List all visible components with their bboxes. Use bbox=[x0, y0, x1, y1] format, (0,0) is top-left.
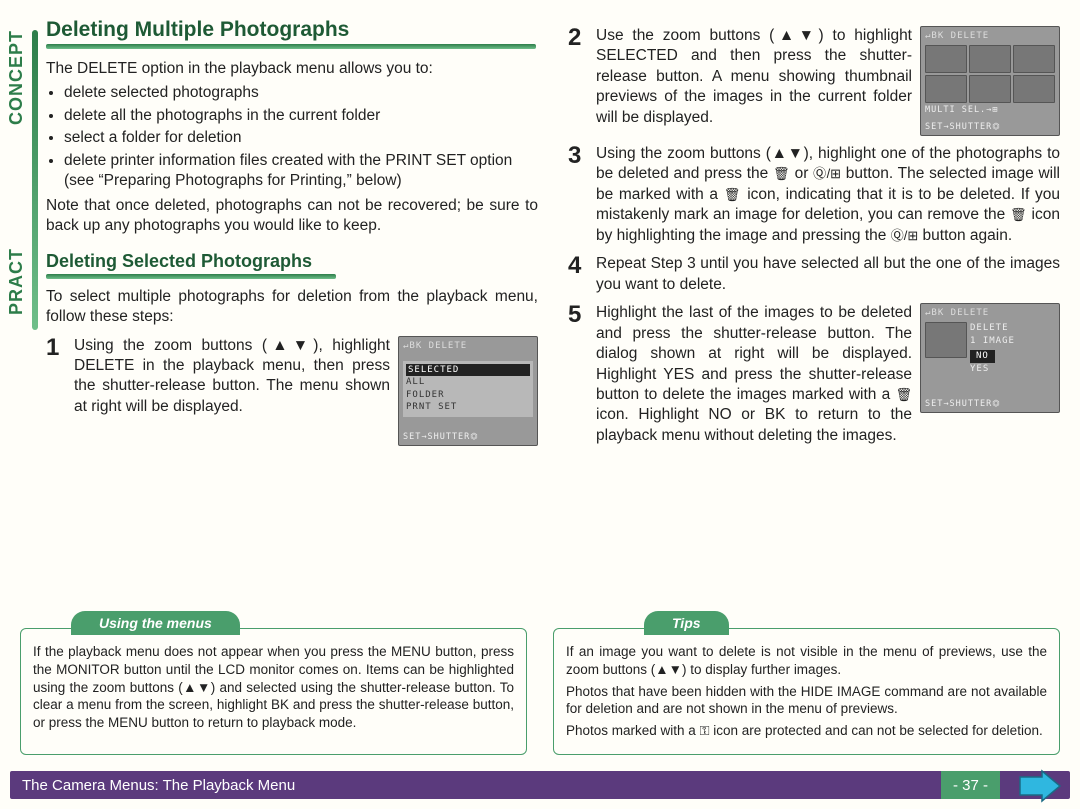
lcd-menu-list: SELECTED ALL FOLDER PRNT SET bbox=[403, 361, 533, 417]
step-1: 1 Using the zoom buttons (▲▼), highlight… bbox=[46, 336, 538, 446]
step-text: Use the zoom buttons (▲▼) to highlight S… bbox=[596, 26, 912, 128]
step-number: 2 bbox=[568, 26, 588, 50]
thumb bbox=[1013, 75, 1055, 103]
bullet-item: delete selected photographs bbox=[64, 83, 538, 103]
step-2: 2 Use the zoom buttons (▲▼) to highlight… bbox=[568, 26, 1060, 136]
text-span: button again. bbox=[918, 227, 1012, 244]
tipbox-tips: Tips If an image you want to delete is n… bbox=[553, 628, 1060, 755]
sub-intro: To select multiple photographs for delet… bbox=[46, 287, 538, 328]
tips-row: Using the menus If the playback menu doe… bbox=[20, 628, 1060, 755]
tipbox-menus: Using the menus If the playback menu doe… bbox=[20, 628, 527, 755]
lcd-row: DELETE bbox=[970, 322, 1015, 335]
step-text: Using the zoom buttons (▲▼), highlight o… bbox=[596, 144, 1060, 246]
lcd-row: FOLDER bbox=[406, 389, 530, 402]
step-number: 5 bbox=[568, 303, 588, 327]
trash-icon: 🗑 bbox=[1010, 207, 1027, 222]
lcd-row: 1 IMAGE bbox=[970, 335, 1015, 348]
step-5: 5 Highlight the last of the images to be… bbox=[568, 303, 1060, 446]
note-text: Note that once deleted, photographs can … bbox=[46, 196, 538, 237]
q-icon: Ⓠ/⊞ bbox=[813, 166, 841, 181]
step-number: 1 bbox=[46, 336, 66, 360]
bullet-item: delete printer information files created… bbox=[64, 151, 538, 192]
tip-text: Photos marked with a ⚿ icon are protecte… bbox=[566, 722, 1047, 740]
subheading-rule bbox=[46, 274, 336, 279]
text-span: Photos marked with a bbox=[566, 723, 700, 738]
page-number: - 37 - bbox=[941, 771, 1000, 799]
lcd-row: ALL bbox=[406, 376, 530, 389]
q-icon: Ⓠ/⊞ bbox=[891, 228, 919, 243]
lcd-dialog: DELETE 1 IMAGE NO YES bbox=[970, 322, 1015, 375]
thumb bbox=[969, 75, 1011, 103]
concept-label: CONCEPT bbox=[6, 30, 27, 125]
pract-label: PRACT bbox=[6, 248, 27, 315]
heading-sub: Deleting Selected Photographs bbox=[46, 251, 538, 272]
side-rule bbox=[32, 30, 38, 330]
tipbox-tab: Using the menus bbox=[71, 611, 240, 635]
heading-main: Deleting Multiple Photographs bbox=[46, 18, 538, 42]
lcd-top: ↵BK DELETE bbox=[925, 308, 1055, 318]
thumb bbox=[925, 45, 967, 73]
footer-bar: The Camera Menus: The Playback Menu - 37… bbox=[10, 771, 1070, 799]
thumb bbox=[925, 322, 967, 358]
footer-text: The Camera Menus: The Playback Menu bbox=[22, 777, 295, 794]
bullet-item: select a folder for deletion bbox=[64, 128, 538, 148]
step-number: 4 bbox=[568, 254, 588, 278]
lcd-row: SELECTED bbox=[406, 364, 530, 377]
thumb bbox=[1013, 45, 1055, 73]
right-column: 2 Use the zoom buttons (▲▼) to highlight… bbox=[568, 18, 1060, 730]
next-arrow-icon[interactable] bbox=[1018, 769, 1062, 803]
step-number: 3 bbox=[568, 144, 588, 168]
lcd-thumbs: ↵BK DELETE MULTI SEL.→⊞ SET→SHUTTER⏣ bbox=[920, 26, 1060, 136]
trash-icon: 🗑 bbox=[773, 166, 790, 181]
text-span: icon. Highlight NO or BK to return to th… bbox=[596, 406, 912, 443]
tipbox-tab: Tips bbox=[644, 611, 729, 635]
tip-text: If an image you want to delete is not vi… bbox=[566, 643, 1047, 679]
key-icon: ⚿ bbox=[700, 723, 710, 738]
step-4: 4 Repeat Step 3 until you have selected … bbox=[568, 254, 1060, 295]
step-text: Repeat Step 3 until you have selected al… bbox=[596, 254, 1060, 295]
lcd-row: NO bbox=[970, 350, 995, 363]
lcd-bottom: SET→SHUTTER⏣ bbox=[403, 432, 533, 442]
step-3: 3 Using the zoom buttons (▲▼), highlight… bbox=[568, 144, 1060, 246]
tip-text: If the playback menu does not appear whe… bbox=[33, 643, 514, 732]
heading-rule bbox=[46, 44, 536, 49]
lcd-top: ↵BK DELETE bbox=[403, 341, 533, 351]
tip-text: Photos that have been hidden with the HI… bbox=[566, 683, 1047, 719]
lcd-confirm: ↵BK DELETE DELETE 1 IMAGE NO YES SET→SHU… bbox=[920, 303, 1060, 413]
text-span: Highlight the last of the images to be d… bbox=[596, 304, 912, 403]
trash-icon: 🗑 bbox=[724, 187, 742, 202]
thumb bbox=[969, 45, 1011, 73]
trash-icon: 🗑 bbox=[895, 387, 912, 402]
bullet-item: delete all the photographs in the curren… bbox=[64, 106, 538, 126]
text-span: icon are protected and can not be select… bbox=[709, 723, 1042, 738]
intro-bullets: delete selected photographs delete all t… bbox=[64, 83, 538, 191]
lcd-top: ↵BK DELETE bbox=[925, 31, 1055, 41]
intro-text: The DELETE option in the playback menu a… bbox=[46, 59, 538, 79]
lcd-menu-1: ↵BK DELETE SELECTED ALL FOLDER PRNT SET … bbox=[398, 336, 538, 446]
lcd-row: PRNT SET bbox=[406, 401, 530, 414]
step-text: Highlight the last of the images to be d… bbox=[596, 303, 912, 446]
lcd-mid: MULTI SEL.→⊞ bbox=[925, 105, 1055, 115]
lcd-thumb-grid bbox=[925, 45, 1055, 103]
text-span: or bbox=[790, 165, 813, 182]
thumb bbox=[925, 75, 967, 103]
step-text: Using the zoom buttons (▲▼), highlight D… bbox=[74, 336, 390, 418]
lcd-bottom: SET→SHUTTER⏣ bbox=[925, 399, 1055, 409]
lcd-row: YES bbox=[970, 363, 1015, 376]
lcd-bottom: SET→SHUTTER⏣ bbox=[925, 122, 1055, 132]
